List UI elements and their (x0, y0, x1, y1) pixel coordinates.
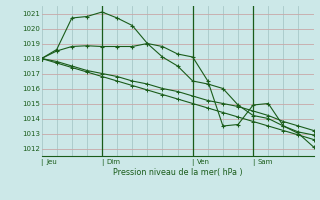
Text: Jeu: Jeu (46, 159, 57, 165)
X-axis label: Pression niveau de la mer( hPa ): Pression niveau de la mer( hPa ) (113, 168, 243, 178)
Text: |: | (192, 159, 194, 166)
Text: |: | (101, 159, 103, 166)
Text: |: | (40, 159, 43, 166)
Text: |: | (252, 159, 254, 166)
Text: Ven: Ven (197, 159, 210, 165)
Text: Dim: Dim (107, 159, 121, 165)
Text: Sam: Sam (258, 159, 273, 165)
